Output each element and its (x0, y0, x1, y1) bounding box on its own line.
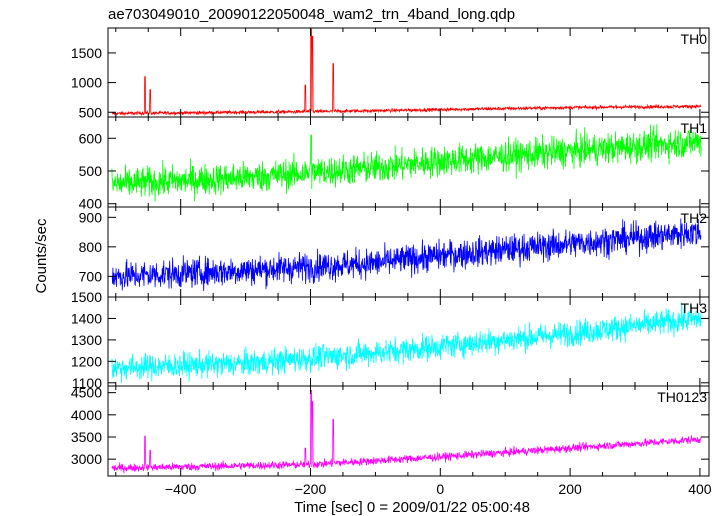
chart-panels: 500 1000 1500 TH0 400 500 600 TH1 700 800 900 TH2 11… (71, 27, 712, 497)
series-line-th0123 (111, 389, 702, 474)
panel-th0123: 3000 3500 4000 4500 TH0123 (71, 385, 710, 477)
panel-frame-th0123 (107, 385, 710, 477)
y-tick-label: 1300 (71, 332, 102, 348)
series-line-th3 (111, 302, 702, 384)
x-axis-label: Time [sec] 0 = 2009/01/22 05:00:48 (294, 499, 530, 516)
y-tick-label: 4500 (71, 385, 102, 401)
series-line-th0 (111, 28, 702, 117)
x-tick-label: −200 (295, 481, 327, 497)
y-tick-label: 500 (79, 104, 103, 120)
y-tick-label: 1100 (72, 375, 102, 391)
series-line-th2 (111, 218, 702, 292)
y-tick-label: 1200 (71, 353, 102, 369)
x-tick-label: −400 (165, 481, 197, 497)
y-tick-label: 600 (79, 130, 103, 146)
y-tick-label: 900 (79, 209, 103, 225)
y-tick-label: 1500 (71, 45, 102, 61)
y-axis-label: Counts/sec (33, 218, 50, 294)
y-tick-label: 4000 (71, 407, 102, 423)
y-tick-label: 1500 (71, 289, 102, 305)
x-tick-label: 200 (558, 481, 582, 497)
y-tick-label: 500 (79, 163, 103, 179)
panel-th2: 700 800 900 TH2 (79, 206, 710, 298)
y-tick-label: 3500 (71, 429, 102, 445)
panel-label-th2: TH2 (681, 210, 708, 226)
panel-th0: 500 1000 1500 TH0 (71, 27, 710, 120)
chart-title: ae703049010_20090122050048_wam2_trn_4ban… (108, 6, 515, 23)
panel-frame-th0 (107, 27, 710, 118)
panel-label-th0: TH0 (681, 31, 708, 47)
y-tick-label: 3000 (71, 451, 102, 467)
x-tick-label: 400 (688, 481, 712, 497)
series-line-th1 (111, 124, 702, 202)
panel-label-th0123: TH0123 (657, 389, 707, 405)
panel-label-th3: TH3 (681, 300, 708, 316)
panel-label-th1: TH1 (681, 120, 708, 136)
panel-frame-th3 (107, 296, 710, 387)
y-tick-label: 1000 (71, 75, 102, 91)
panel-th3: 1100 1200 1300 1400 1500 TH3 (71, 289, 710, 391)
panel-th1: 400 500 600 TH1 (79, 116, 710, 212)
y-tick-label: 400 (79, 196, 103, 212)
y-tick-label: 700 (79, 268, 103, 284)
y-tick-label: 1400 (71, 310, 102, 326)
y-tick-label: 800 (79, 239, 103, 255)
x-tick-label: 0 (436, 481, 444, 497)
